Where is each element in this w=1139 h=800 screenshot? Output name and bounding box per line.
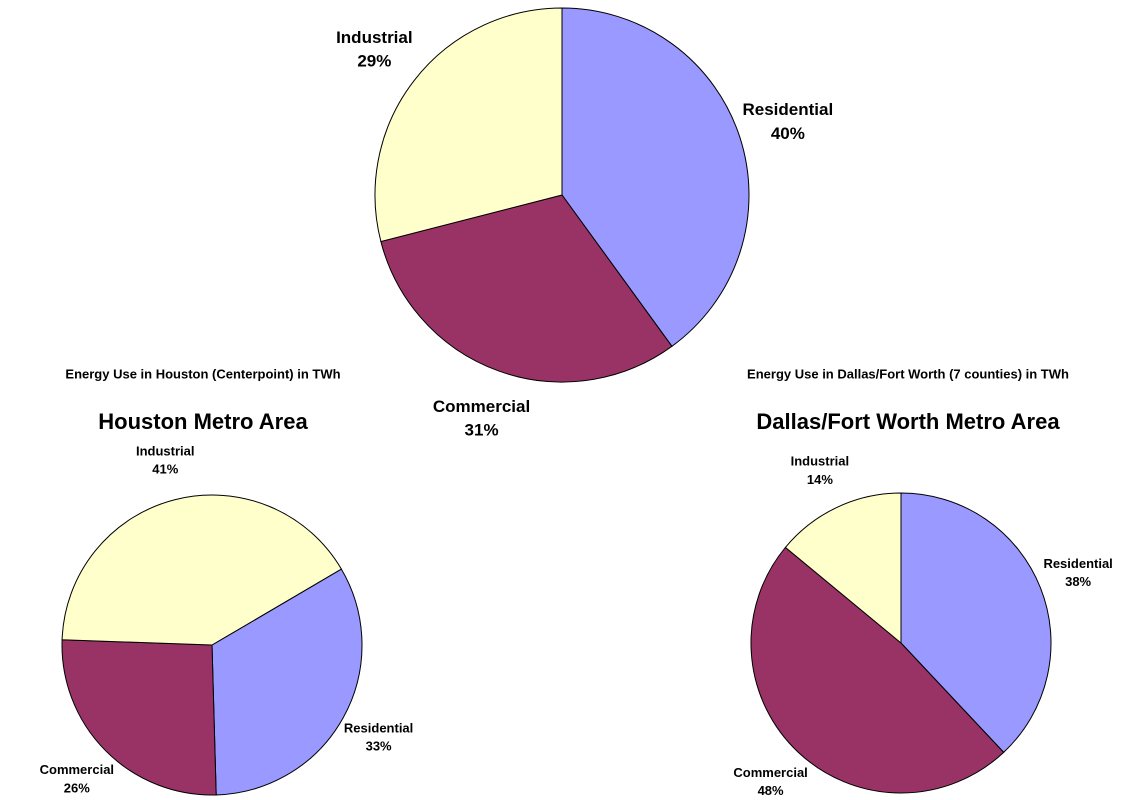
pie-slice <box>900 492 1052 754</box>
chart-title: Dallas/Fort Worth Metro Area <box>756 409 1060 434</box>
slice-label-name: Residential <box>344 720 413 735</box>
slice-label-name: Commercial <box>40 762 114 777</box>
pie-slice <box>750 546 1005 794</box>
pie-slice <box>211 568 363 796</box>
chart-title: Houston Metro Area <box>98 409 308 434</box>
pie-slice <box>374 7 563 243</box>
slice-label-value: 48% <box>758 783 784 798</box>
slice-label-value: 31% <box>465 421 499 440</box>
slice-label-name: Commercial <box>733 765 807 780</box>
chart-subtitle: Energy Use in Houston (Centerpoint) in T… <box>65 366 340 381</box>
slice-label-value: 38% <box>1065 574 1091 589</box>
slice-label-value: 40% <box>771 124 805 143</box>
slice-label-name: Residential <box>1043 556 1112 571</box>
slice-label-value: 33% <box>366 739 392 754</box>
slice-label-value: 26% <box>64 780 90 795</box>
pie-slice <box>61 494 343 646</box>
slice-label-name: Industrial <box>791 454 850 469</box>
pie-slice <box>61 639 217 796</box>
slice-label-value: 29% <box>357 52 391 71</box>
slice-label-name: Industrial <box>136 443 195 458</box>
slice-label-name: Residential <box>743 100 834 119</box>
slice-label-value: 14% <box>807 472 833 487</box>
pie-slice <box>561 7 750 347</box>
pie-slice <box>380 194 673 383</box>
chart-subtitle: Energy Use in Dallas/Fort Worth (7 count… <box>747 366 1069 381</box>
slice-label-value: 41% <box>152 462 178 477</box>
slice-label-name: Commercial <box>433 397 530 416</box>
pie-slice <box>784 492 902 645</box>
slice-label-name: Industrial <box>336 28 413 47</box>
